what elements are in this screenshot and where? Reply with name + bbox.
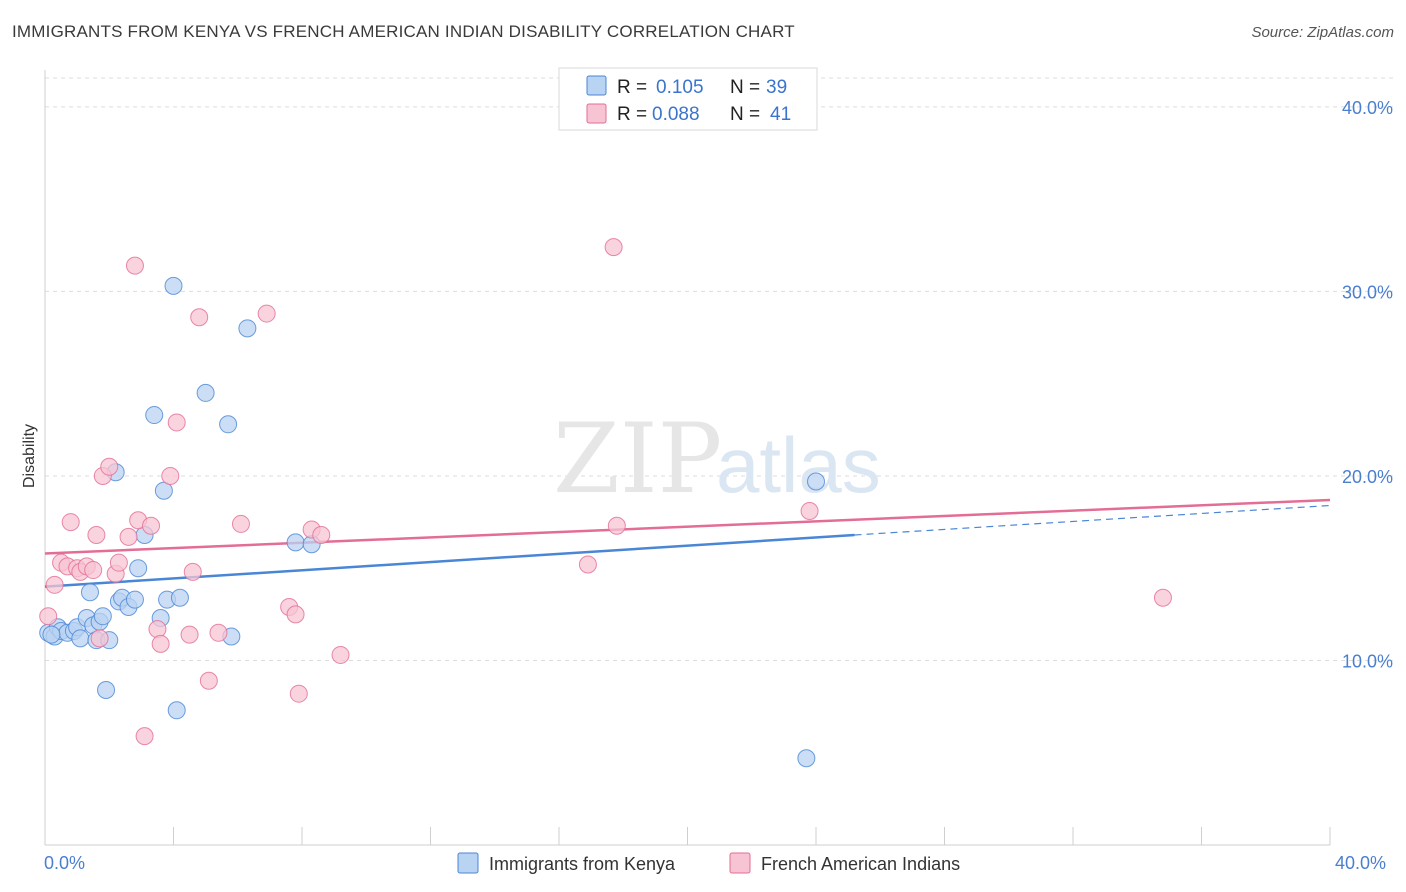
point-kenya: [167, 701, 186, 720]
legend-box: R = 0.105 N = 39 R = 0.088 N = 41: [558, 67, 818, 131]
point-french-american-indian: [604, 238, 623, 257]
point-french-american-indian: [84, 561, 103, 580]
bottom-legend-label-pink: French American Indians: [761, 854, 960, 874]
point-french-american-indian: [1153, 588, 1172, 607]
point-kenya: [125, 590, 144, 609]
point-french-american-indian: [289, 684, 308, 703]
point-french-american-indian: [257, 304, 276, 323]
point-french-american-indian: [100, 457, 119, 476]
y-axis-label: Disability: [21, 424, 38, 488]
legend-n-value-2: 41: [770, 104, 791, 125]
point-kenya: [129, 559, 148, 578]
legend-r-value-2: 0.088: [652, 104, 700, 125]
source-label: Source: ZipAtlas.com: [1251, 24, 1394, 41]
trend-lines: [44, 498, 1331, 588]
point-kenya: [42, 625, 61, 644]
y-tick-label: 10.0%: [1342, 651, 1393, 671]
chart-title: IMMIGRANTS FROM KENYA VS FRENCH AMERICAN…: [12, 22, 795, 41]
point-kenya: [164, 276, 183, 295]
point-french-american-indian: [231, 514, 250, 533]
legend-r-value-1: 0.105: [656, 77, 704, 98]
trend-line-french-american-indians: [44, 498, 1331, 555]
bottom-legend-swatch-pink: [729, 852, 751, 874]
point-french-american-indian: [90, 629, 109, 648]
point-kenya: [80, 583, 99, 602]
point-french-american-indian: [142, 516, 161, 535]
legend-n-label-2: N =: [730, 104, 760, 125]
point-kenya: [286, 533, 305, 552]
point-kenya: [170, 588, 189, 607]
point-french-american-indian: [125, 256, 144, 275]
watermark-atlas: atlas: [716, 421, 881, 509]
y-tick-label: 30.0%: [1342, 282, 1393, 302]
point-kenya: [97, 681, 116, 699]
legend-swatch-blue: [586, 75, 607, 96]
point-kenya: [219, 415, 238, 434]
y-tick-labels: 10.0% 20.0% 30.0% 40.0%: [1342, 98, 1393, 672]
point-kenya: [797, 749, 816, 768]
point-french-american-indian: [109, 553, 128, 572]
bottom-legend: Immigrants from Kenya French American In…: [457, 852, 960, 874]
x-ticks: [44, 827, 1331, 845]
point-french-american-indian: [39, 607, 58, 626]
legend-swatch-pink: [586, 103, 607, 124]
point-french-american-indian: [87, 526, 106, 544]
point-french-american-indian: [312, 526, 331, 544]
x-tick-label-min: 0.0%: [44, 853, 85, 873]
trend-line-kenya: [44, 533, 855, 588]
legend-n-label-1: N =: [730, 77, 760, 98]
point-french-american-indian: [607, 516, 626, 535]
bottom-legend-swatch-blue: [457, 852, 479, 874]
legend-r-label-1: R =: [617, 77, 647, 98]
point-french-american-indian: [800, 502, 819, 521]
watermark-zip: ZIP: [553, 403, 722, 515]
bottom-legend-label-blue: Immigrants from Kenya: [489, 854, 676, 874]
point-french-american-indian: [209, 623, 228, 642]
watermark: ZIP atlas: [553, 403, 881, 515]
point-french-american-indian: [190, 308, 209, 327]
point-kenya: [93, 607, 112, 626]
point-kenya: [145, 406, 164, 425]
point-kenya: [807, 472, 825, 491]
point-french-american-indian: [183, 562, 202, 581]
point-kenya: [196, 383, 215, 402]
point-kenya: [238, 319, 257, 338]
point-french-american-indian: [286, 605, 305, 624]
point-french-american-indian: [45, 575, 64, 594]
point-french-american-indian: [180, 625, 199, 644]
point-french-american-indian: [148, 620, 167, 639]
x-tick-label-max: 40.0%: [1335, 853, 1386, 873]
point-french-american-indian: [167, 413, 186, 432]
point-french-american-indian: [199, 671, 218, 690]
legend-r-label-2: R =: [617, 104, 647, 125]
point-french-american-indian: [331, 645, 350, 664]
point-french-american-indian: [61, 513, 80, 532]
point-french-american-indian: [135, 727, 154, 746]
y-tick-label: 40.0%: [1342, 98, 1393, 118]
point-kenya: [71, 629, 90, 648]
point-french-american-indian: [578, 555, 597, 574]
point-french-american-indian: [151, 634, 170, 653]
legend-n-value-1: 39: [766, 77, 787, 98]
point-french-american-indian: [119, 527, 138, 546]
data-points: [39, 238, 1172, 768]
trend-line-kenya-extension: [854, 504, 1331, 536]
point-french-american-indian: [161, 466, 180, 485]
y-tick-label: 20.0%: [1342, 467, 1393, 487]
